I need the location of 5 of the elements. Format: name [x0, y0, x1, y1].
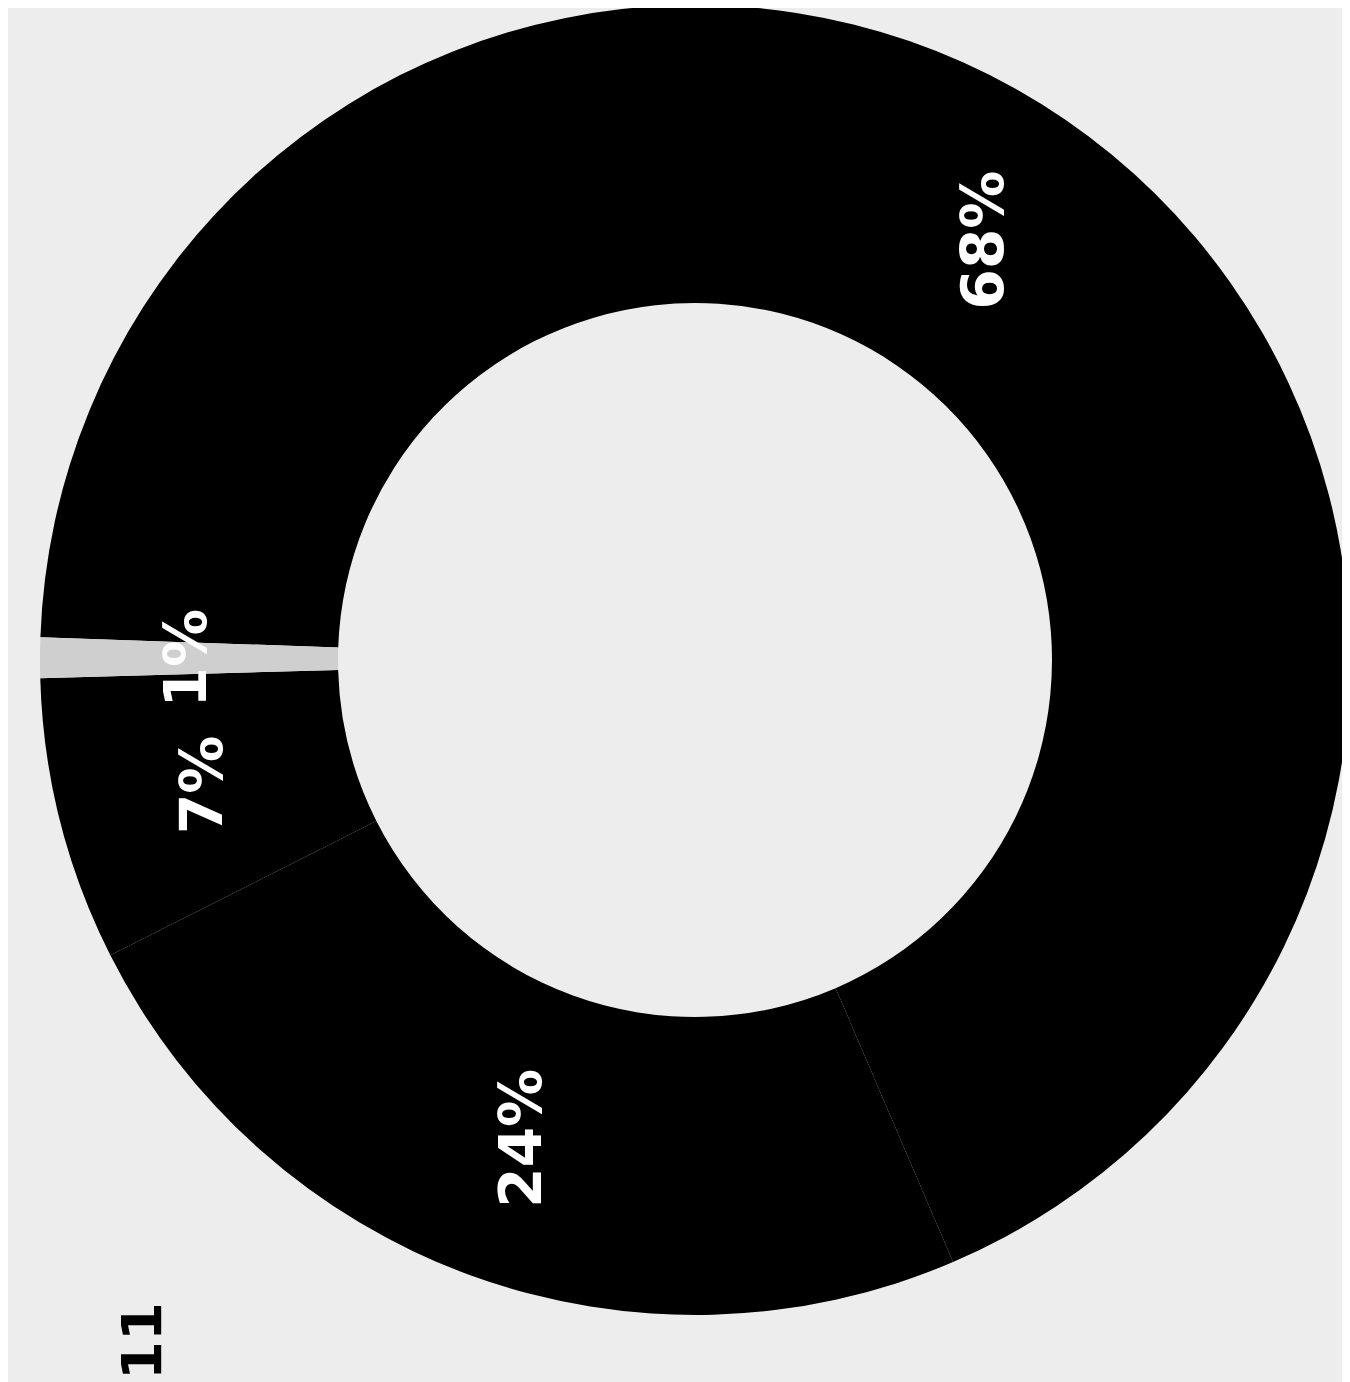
- data-label: 1%: [152, 608, 220, 708]
- data-label: 7%: [167, 735, 236, 835]
- data-label: 68%: [948, 170, 1017, 310]
- text: 11: [108, 1302, 174, 1380]
- data-label: 24%: [486, 1068, 555, 1208]
